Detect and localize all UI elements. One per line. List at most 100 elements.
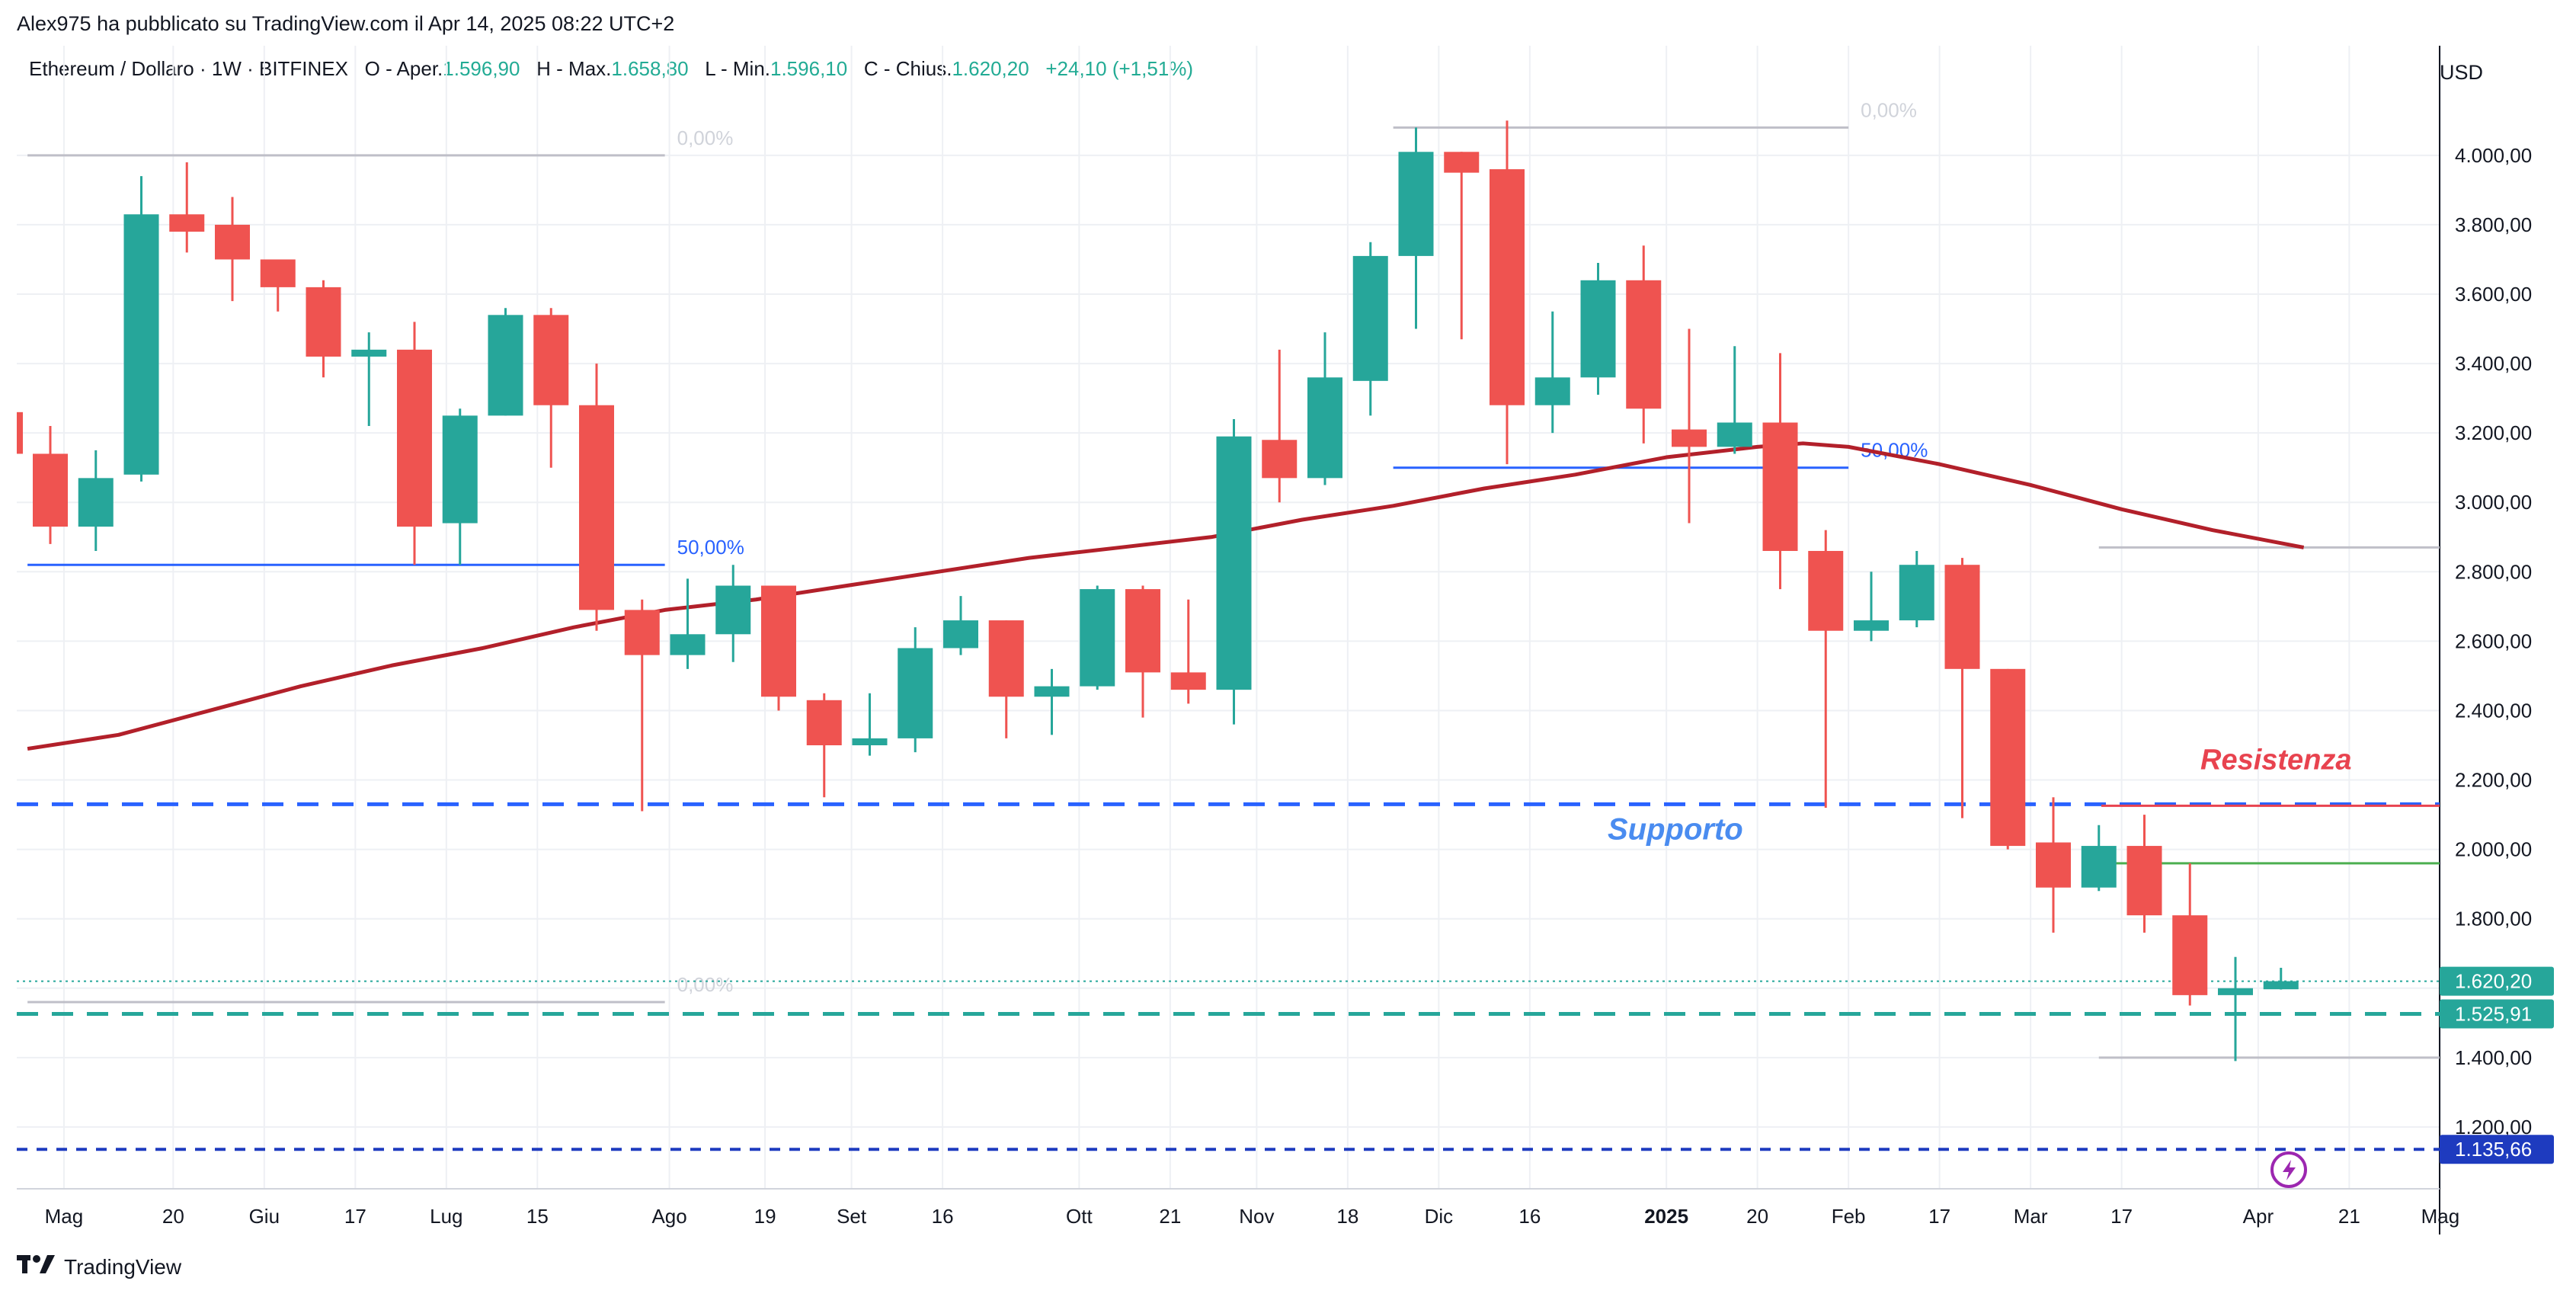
price-tick-label: 1.200,00 — [2455, 1116, 2532, 1138]
time-tick-label: 16 — [1518, 1205, 1541, 1228]
time-tick-label: 17 — [1928, 1205, 1950, 1228]
candle-body — [1444, 152, 1480, 173]
candle-body — [1034, 686, 1070, 697]
candle-body — [1672, 429, 1707, 447]
candle-body — [1854, 620, 1889, 631]
candle-body — [898, 648, 933, 738]
candle-body — [1626, 280, 1662, 409]
fib-level-label: 50,00% — [677, 536, 744, 559]
price-tick-label: 3.800,00 — [2455, 213, 2532, 236]
low-label: L - Min. — [705, 57, 770, 80]
candle-body — [1262, 440, 1298, 479]
candle-body — [533, 315, 569, 405]
time-tick-label: Mag — [45, 1205, 84, 1228]
candle-body — [624, 610, 660, 655]
time-tick-label: 19 — [754, 1205, 776, 1228]
candle-body — [78, 478, 114, 527]
candle-body — [1125, 589, 1160, 673]
candle-body — [1490, 169, 1525, 405]
candle-body — [33, 453, 68, 527]
tradingview-logo-icon — [17, 1254, 56, 1281]
close-label: C - Chius. — [863, 57, 952, 80]
candle-body — [579, 405, 614, 610]
price-tick-label: 1.400,00 — [2455, 1046, 2532, 1069]
price-tag — [2440, 1135, 2554, 1164]
time-tick-label: 17 — [344, 1205, 366, 1228]
time-tick-label: 15 — [526, 1205, 549, 1228]
time-tick-label: 20 — [1746, 1205, 1768, 1228]
time-tick-label: Nov — [1239, 1205, 1274, 1228]
time-tick-label: Feb — [1832, 1205, 1866, 1228]
time-tick-label: 2025 — [1644, 1205, 1688, 1228]
candle-body — [17, 412, 23, 454]
time-tick-label: 16 — [932, 1205, 954, 1228]
price-tick-label: 3.400,00 — [2455, 352, 2532, 375]
price-tag — [2440, 966, 2554, 996]
candle-body — [442, 415, 478, 524]
close-value: 1.620,20 — [952, 57, 1029, 80]
symbol-legend: Ethereum / Dollaro · 1W · BITFINEX O - A… — [29, 57, 1193, 81]
price-tick-label: 2.800,00 — [2455, 560, 2532, 583]
brand-name: TradingView — [64, 1255, 182, 1279]
price-tag-label: 1.525,91 — [2455, 1003, 2532, 1026]
time-tick-label: 21 — [2338, 1205, 2360, 1228]
currency-selector[interactable]: USD — [2440, 61, 2484, 84]
time-tick-label: Set — [837, 1205, 867, 1228]
price-tag-label: 1.135,66 — [2455, 1138, 2532, 1161]
candle-body — [2126, 846, 2162, 916]
candle-body — [215, 224, 250, 260]
candle-body — [2172, 915, 2208, 995]
candle-body — [351, 349, 387, 357]
symbol-name[interactable]: Ethereum / Dollaro · 1W · BITFINEX — [29, 57, 348, 80]
candle-body — [1080, 589, 1115, 687]
high-label: H - Max. — [536, 57, 612, 80]
support-label: Supporto — [1608, 812, 1743, 846]
candle-body — [2036, 842, 2071, 888]
candle-body — [1899, 565, 1934, 621]
time-tick-label: 18 — [1336, 1205, 1358, 1228]
time-tick-label: Ott — [1066, 1205, 1093, 1228]
candle-body — [852, 738, 888, 745]
lightning-icon-glyph — [2283, 1160, 2296, 1180]
price-tick-label: 3.000,00 — [2455, 491, 2532, 514]
time-tick-label: Lug — [430, 1205, 462, 1228]
resistance-label: Resistenza — [2200, 744, 2352, 776]
candle-body — [806, 700, 842, 745]
price-tag-label: 1.620,20 — [2455, 970, 2532, 993]
candle-body — [670, 634, 706, 655]
candle-body — [169, 214, 205, 232]
change-value: +24,10 (+1,51%) — [1045, 57, 1194, 80]
candle-body — [1170, 672, 1206, 690]
time-tick-label: Ago — [651, 1205, 686, 1228]
price-tick-label: 3.200,00 — [2455, 421, 2532, 444]
candle-body — [715, 585, 751, 635]
candle-body — [943, 620, 978, 648]
fib-level-label: 0,00% — [1861, 98, 1917, 121]
candle-body — [2081, 846, 2117, 888]
candle-body — [260, 259, 296, 287]
price-tick-label: 2.600,00 — [2455, 629, 2532, 652]
time-tick-label: Mar — [2014, 1205, 2048, 1228]
candle-body — [1307, 377, 1342, 479]
price-tick-label: 2.400,00 — [2455, 699, 2532, 722]
candle-body — [2218, 988, 2253, 995]
candle-body — [1990, 668, 2026, 847]
price-tick-label: 4.000,00 — [2455, 144, 2532, 167]
candle-body — [1352, 255, 1388, 381]
price-tag — [2440, 999, 2554, 1029]
candle-body — [306, 287, 341, 357]
price-tick-label: 1.800,00 — [2455, 908, 2532, 930]
candle-body — [2263, 981, 2299, 990]
candle-body — [123, 214, 159, 475]
candle-body — [1762, 422, 1798, 551]
time-tick-label: Apr — [2243, 1205, 2274, 1228]
price-tick-label: 2.200,00 — [2455, 769, 2532, 792]
candle-body — [397, 349, 432, 527]
time-tick-label: Giu — [249, 1205, 280, 1228]
price-tick-label: 2.000,00 — [2455, 838, 2532, 861]
candle-body — [1398, 152, 1434, 256]
fib-level-label: 0,00% — [677, 973, 734, 996]
candle-body — [1216, 436, 1252, 690]
open-value: 1.596,90 — [443, 57, 520, 80]
